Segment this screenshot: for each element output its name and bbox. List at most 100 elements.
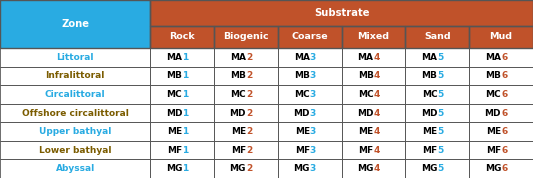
Text: MF: MF bbox=[486, 146, 501, 155]
Bar bbox=[278, 104, 342, 122]
Text: 4: 4 bbox=[374, 71, 380, 80]
Text: MC: MC bbox=[230, 90, 246, 99]
Bar bbox=[469, 122, 533, 141]
Bar bbox=[150, 159, 214, 178]
Bar bbox=[214, 122, 278, 141]
Bar bbox=[406, 48, 469, 67]
Bar bbox=[0, 141, 150, 159]
Bar bbox=[406, 159, 469, 178]
Bar bbox=[469, 26, 533, 48]
Bar bbox=[0, 159, 150, 178]
Bar bbox=[0, 104, 150, 122]
Text: 1: 1 bbox=[182, 127, 189, 136]
Bar bbox=[150, 0, 533, 26]
Bar bbox=[406, 122, 469, 141]
Text: 2: 2 bbox=[246, 146, 252, 155]
Bar bbox=[150, 122, 214, 141]
Text: 4: 4 bbox=[374, 90, 380, 99]
Bar bbox=[150, 141, 214, 159]
Text: 2: 2 bbox=[246, 71, 252, 80]
Bar bbox=[0, 85, 150, 104]
Bar bbox=[342, 159, 406, 178]
Text: MC: MC bbox=[422, 90, 437, 99]
Text: MB: MB bbox=[166, 71, 182, 80]
Text: MF: MF bbox=[231, 146, 246, 155]
Text: MB: MB bbox=[422, 71, 437, 80]
Bar bbox=[214, 104, 278, 122]
Bar bbox=[406, 67, 469, 85]
Bar bbox=[278, 141, 342, 159]
Text: ME: ME bbox=[295, 127, 310, 136]
Text: MF: MF bbox=[358, 146, 374, 155]
Bar bbox=[0, 85, 150, 104]
Text: 1: 1 bbox=[182, 53, 189, 62]
Bar bbox=[406, 104, 469, 122]
Bar bbox=[469, 67, 533, 85]
Bar bbox=[342, 141, 406, 159]
Bar bbox=[469, 48, 533, 67]
Text: Abyssal: Abyssal bbox=[55, 164, 95, 173]
Text: 4: 4 bbox=[374, 127, 380, 136]
Bar bbox=[469, 122, 533, 141]
Bar bbox=[469, 159, 533, 178]
Text: MD: MD bbox=[293, 109, 310, 117]
Text: 5: 5 bbox=[437, 90, 443, 99]
Bar bbox=[406, 67, 469, 85]
Text: 6: 6 bbox=[501, 164, 507, 173]
Bar bbox=[406, 141, 469, 159]
Text: 6: 6 bbox=[501, 90, 507, 99]
Bar bbox=[469, 104, 533, 122]
Bar bbox=[278, 67, 342, 85]
Bar bbox=[0, 159, 150, 178]
Text: MD: MD bbox=[421, 109, 437, 117]
Bar bbox=[0, 48, 150, 67]
Bar bbox=[214, 159, 278, 178]
Text: MF: MF bbox=[295, 146, 310, 155]
Bar bbox=[406, 85, 469, 104]
Text: MB: MB bbox=[358, 71, 374, 80]
Text: 1: 1 bbox=[182, 109, 189, 117]
Bar bbox=[214, 85, 278, 104]
Bar bbox=[342, 104, 406, 122]
Text: Lower bathyal: Lower bathyal bbox=[39, 146, 111, 155]
Text: ME: ME bbox=[486, 127, 501, 136]
Bar bbox=[342, 122, 406, 141]
Text: Littoral: Littoral bbox=[56, 53, 94, 62]
Bar bbox=[469, 159, 533, 178]
Text: MG: MG bbox=[484, 164, 501, 173]
Text: 5: 5 bbox=[437, 127, 443, 136]
Bar bbox=[0, 48, 150, 67]
Text: MB: MB bbox=[294, 71, 310, 80]
Bar bbox=[150, 104, 214, 122]
Bar bbox=[214, 26, 278, 48]
Text: 2: 2 bbox=[246, 109, 252, 117]
Bar bbox=[469, 26, 533, 48]
Bar bbox=[406, 26, 469, 48]
Text: MA: MA bbox=[166, 53, 182, 62]
Bar bbox=[214, 48, 278, 67]
Text: MG: MG bbox=[166, 164, 182, 173]
Text: 2: 2 bbox=[246, 164, 252, 173]
Text: ME: ME bbox=[422, 127, 437, 136]
Text: 2: 2 bbox=[246, 90, 252, 99]
Bar bbox=[278, 122, 342, 141]
Bar bbox=[342, 26, 406, 48]
Bar bbox=[278, 122, 342, 141]
Bar bbox=[150, 85, 214, 104]
Text: 3: 3 bbox=[310, 53, 316, 62]
Text: ME: ME bbox=[231, 127, 246, 136]
Bar bbox=[150, 26, 214, 48]
Text: 3: 3 bbox=[310, 109, 316, 117]
Bar bbox=[342, 122, 406, 141]
Bar bbox=[150, 26, 214, 48]
Bar bbox=[0, 122, 150, 141]
Text: 6: 6 bbox=[501, 146, 507, 155]
Text: ME: ME bbox=[167, 127, 182, 136]
Text: 4: 4 bbox=[374, 164, 380, 173]
Bar bbox=[150, 159, 214, 178]
Bar bbox=[278, 48, 342, 67]
Text: MB: MB bbox=[230, 71, 246, 80]
Bar bbox=[278, 26, 342, 48]
Text: 3: 3 bbox=[310, 164, 316, 173]
Text: MA: MA bbox=[358, 53, 374, 62]
